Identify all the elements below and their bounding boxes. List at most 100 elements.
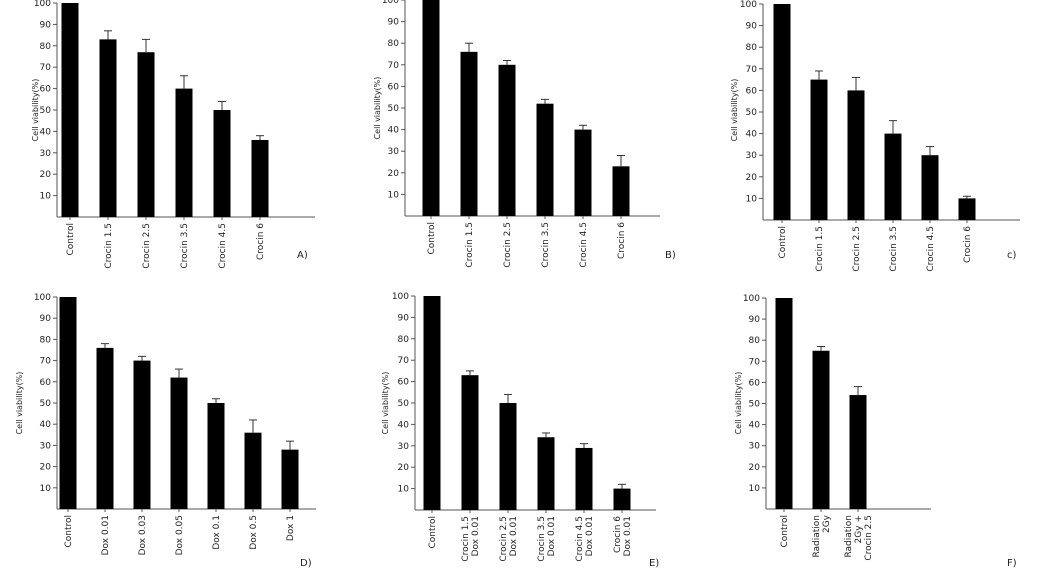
x-category-label-line: Crocin 1.5: [815, 226, 825, 272]
y-tick-label: 80: [749, 336, 761, 346]
x-category-label: Crocin 2.5: [852, 226, 862, 272]
y-tick-label: 80: [388, 39, 400, 49]
y-tick-label: 10: [749, 484, 761, 494]
x-category-label-line: Crocin 3.5: [537, 516, 547, 562]
x-category-label-line: Crocin 6: [963, 226, 973, 263]
x-category-label-line: Crocin 2.5: [864, 515, 874, 561]
bar: [137, 52, 155, 217]
panel-label: B): [665, 250, 676, 261]
y-tick-label: 90: [749, 315, 761, 325]
y-tick-label: 40: [40, 127, 52, 137]
y-tick-label: 70: [40, 357, 52, 367]
x-category-label-line: Control: [428, 516, 438, 549]
chart-panel-2: 10 20 30 40 50 60 70 80 90 100 Cell viability(%) Co…: [373, 0, 676, 268]
x-category-label-line: Dox 0.01: [509, 516, 519, 556]
bar: [958, 198, 976, 220]
x-category-label: Crocin 6: [963, 226, 973, 263]
x-category-label-line: Dox 0.5: [249, 515, 259, 550]
y-axis-label: Cell viability(%): [381, 372, 390, 435]
x-category-label-line: Crocin 4.5: [579, 222, 589, 268]
bar: [612, 166, 630, 216]
y-tick-label: 20: [388, 169, 400, 179]
panel-label: c): [1007, 250, 1016, 261]
bar: [775, 298, 793, 509]
y-tick-label: 50: [40, 106, 52, 116]
y-tick-label: 60: [746, 86, 758, 96]
bar: [422, 0, 440, 216]
bar: [423, 296, 441, 510]
y-tick-label: 40: [746, 130, 758, 140]
y-tick-label: 50: [40, 399, 52, 409]
y-tick-label: 20: [746, 173, 758, 183]
x-category-label: Crocin 4.5: [579, 222, 589, 268]
x-category-label-line: Crocin 1.5: [461, 516, 471, 562]
x-category-label: Dox 0.05: [175, 515, 185, 555]
x-category-label-line: Dox 0.01: [471, 516, 481, 556]
y-tick-label: 70: [40, 63, 52, 73]
x-category-label: Crocin 4.5Dox 0.01: [575, 516, 595, 562]
y-tick-label: 20: [40, 463, 52, 473]
y-tick-label: 100: [392, 292, 409, 302]
x-category-label: Crocin 6: [256, 223, 266, 260]
y-tick-label: 60: [40, 378, 52, 388]
bar: [96, 347, 114, 509]
x-category-label-line: Crocin 6: [617, 222, 627, 259]
y-tick-label: 100: [34, 293, 51, 303]
bar: [213, 110, 231, 217]
x-category-label: Crocin 3.5: [889, 226, 899, 272]
bar: [498, 64, 516, 216]
x-category-label: Dox 0.01: [101, 515, 111, 555]
y-tick-label: 30: [40, 441, 52, 451]
y-tick-label: 70: [746, 65, 758, 75]
panel-label: F): [1007, 558, 1017, 569]
bar: [613, 488, 631, 510]
x-category-label: Crocin 1.5: [465, 222, 475, 268]
x-category-label-line: Crocin 2.5: [503, 222, 513, 268]
y-tick-label: 10: [40, 484, 52, 494]
x-category-label-line: Dox 1: [286, 515, 296, 541]
y-tick-label: 30: [749, 442, 761, 452]
y-tick-label: 60: [40, 85, 52, 95]
y-tick-label: 100: [743, 294, 760, 304]
bar: [244, 432, 262, 509]
x-category-label-line: 2Gy: [822, 514, 832, 533]
x-category-label: Crocin 1.5: [815, 226, 825, 272]
y-tick-label: 20: [398, 463, 410, 473]
y-tick-label: 50: [749, 400, 761, 410]
bar: [849, 395, 867, 509]
y-axis-label: Cell viability(%): [730, 79, 739, 142]
y-tick-label: 40: [398, 420, 410, 430]
y-tick-label: 10: [388, 190, 400, 200]
x-category-label: Crocin 1.5Dox 0.01: [461, 516, 481, 562]
x-category-label-line: Crocin 3.5: [180, 223, 190, 269]
x-category-label-line: Crocin 1.5: [104, 223, 114, 269]
y-tick-label: 60: [398, 378, 410, 388]
y-tick-label: 90: [40, 314, 52, 324]
x-category-label: Radiation2Gy +Crocin 2.5: [844, 515, 874, 561]
bar: [175, 88, 193, 217]
y-tick-label: 30: [746, 151, 758, 161]
panel-label: A): [297, 250, 308, 261]
chart-panel-5: 10 20 30 40 50 60 70 80 90 100 Cell viability(%) Co…: [381, 292, 659, 569]
x-category-label-line: Dox 0.03: [138, 515, 148, 555]
bar: [281, 449, 299, 509]
x-category-label: Crocin 6Dox 0.01: [613, 516, 633, 557]
chart-panel-4: 10 20 30 40 50 60 70 80 90 100 Cell viability(%) Co…: [15, 293, 316, 569]
y-tick-label: 80: [40, 335, 52, 345]
y-tick-label: 50: [398, 399, 410, 409]
x-category-label-line: Crocin 6: [613, 516, 623, 553]
y-tick-label: 80: [746, 43, 758, 53]
y-tick-label: 40: [40, 420, 52, 430]
x-category-label: Crocin 3.5: [180, 223, 190, 269]
x-category-label-line: Dox 0.01: [623, 516, 633, 556]
y-tick-label: 10: [746, 194, 758, 204]
y-tick-label: 90: [40, 20, 52, 30]
y-tick-label: 60: [388, 82, 400, 92]
y-tick-label: 40: [749, 421, 761, 431]
x-category-label: Control: [427, 222, 437, 255]
y-tick-label: 40: [388, 126, 400, 136]
y-tick-label: 80: [40, 42, 52, 52]
x-category-label-line: Control: [66, 223, 76, 256]
y-tick-label: 70: [388, 61, 400, 71]
panel-label: E): [649, 558, 659, 569]
